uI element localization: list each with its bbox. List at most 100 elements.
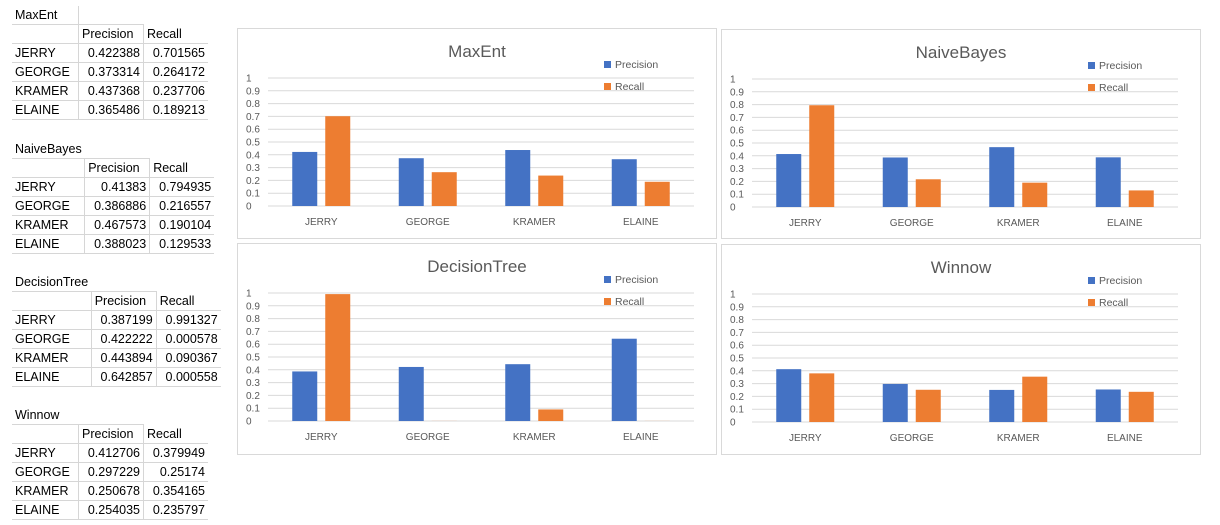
y-tick-label: 0.8	[246, 314, 260, 325]
precision-header: Precision	[78, 424, 144, 444]
x-category-label: GEORGE	[890, 218, 934, 229]
precision-header: Precision	[84, 158, 150, 178]
y-tick-label: 0.9	[730, 87, 744, 98]
bar-precision-elaine	[611, 338, 637, 421]
decisiontree-chart-svg: DecisionTree 0 0.1 0.2 0.3 0.40.5 0.6 0.7 0.8 0.9…	[246, 257, 694, 443]
table-row: GEORGE 0.422222 0.000578	[12, 329, 221, 349]
legend-label-recall: Recall	[615, 81, 644, 93]
table-row: GEORGE 0.297229 0.25174	[12, 462, 208, 482]
recall-header: Recall	[143, 24, 208, 44]
decisiontree-chart[interactable]: DecisionTree 0 0.1 0.2 0.3 0.4 0.5 0.6 0.7 0.8 0.9…	[237, 243, 717, 455]
table-row: GEORGE 0.386886 0.216557	[12, 196, 215, 216]
legend-label-precision: Precision	[1099, 275, 1142, 287]
y-tick-label: 0.8	[246, 99, 260, 110]
precision-header: Precision	[78, 24, 144, 44]
table-title: MaxEnt	[12, 6, 79, 25]
y-tick-label: 1	[246, 74, 252, 85]
table-row: JERRY 0.412706 0.379949	[12, 443, 208, 463]
table-title: Winnow	[12, 406, 79, 425]
decisiontree-table: DecisionTree Precision Recall JERRY 0.3871…	[12, 273, 221, 387]
bar-recall-kramer	[538, 175, 564, 206]
x-category-label: KRAMER	[513, 432, 556, 443]
y-tick-label: 0.1	[730, 190, 744, 201]
x-category-label: GEORGE	[890, 433, 934, 444]
x-category-label: JERRY	[789, 433, 822, 444]
y-tick-label: 0.6	[730, 126, 744, 137]
y-tick-label: 0.1	[246, 404, 260, 415]
table-title: DecisionTree	[12, 273, 92, 292]
table-row: JERRY 0.387199 0.991327	[12, 310, 221, 330]
table-row: KRAMER 0.250678 0.354165	[12, 481, 208, 501]
x-category-label: GEORGE	[406, 217, 450, 228]
bar-precision-george	[398, 366, 424, 421]
bar-precision-jerry	[292, 371, 318, 421]
bar-precision-elaine	[1095, 157, 1121, 207]
table-row: GEORGE 0.373314 0.264172	[12, 62, 208, 82]
bar-precision-kramer	[505, 364, 531, 421]
x-category-label: GEORGE	[406, 432, 450, 443]
bar-precision-jerry	[292, 151, 318, 206]
y-tick-label: 0.7	[730, 328, 744, 339]
y-tick-label: 0.3	[246, 378, 260, 389]
y-tick-label: 0.8	[730, 315, 744, 326]
y-tick-label: 0.7	[246, 327, 260, 338]
legend-swatch-precision	[1088, 62, 1095, 69]
bar-recall-elaine	[1128, 190, 1154, 207]
y-tick-label: 0.4	[730, 151, 744, 162]
bar-recall-jerry	[325, 116, 351, 206]
y-tick-label: 0	[730, 418, 736, 429]
bar-recall-kramer	[1022, 376, 1048, 422]
x-category-label: KRAMER	[997, 218, 1040, 229]
y-tick-label: 0.2	[246, 176, 260, 187]
legend-swatch-precision	[604, 61, 611, 68]
table-row: ELAINE 0.254035 0.235797	[12, 500, 208, 520]
y-tick-label: 0.9	[246, 86, 260, 97]
legend-swatch-precision	[1088, 277, 1095, 284]
chart-title: Winnow	[931, 258, 992, 277]
legend-label-recall: Recall	[615, 296, 644, 308]
y-tick-label: 0.3	[730, 379, 744, 390]
winnow-chart[interactable]: Winnow 0 0.1 0.2 0.3 0.4 0.5 0.6 0.7 0.8 0.9 1 JERRY…	[721, 244, 1201, 455]
bar-precision-elaine	[611, 159, 637, 206]
winnow-table: Winnow Precision Recall JERRY 0.412706 0.37…	[12, 406, 208, 520]
y-tick-label: 1	[246, 289, 252, 300]
naivebayes-chart[interactable]: NaiveBayes 0 0.1 0.2 0.3 0.4 0.5 0.6 0.7 0.8 0.9 1 J…	[721, 29, 1201, 239]
x-category-label: ELAINE	[623, 432, 659, 443]
y-tick-label: 0.5	[730, 139, 744, 150]
x-category-label: ELAINE	[1107, 433, 1143, 444]
bar-recall-george	[915, 179, 941, 207]
y-tick-label: 0	[246, 202, 252, 213]
legend-label-precision: Precision	[1099, 60, 1142, 72]
bar-recall-george	[915, 389, 941, 422]
bar-precision-elaine	[1095, 389, 1121, 422]
bar-recall-elaine	[1128, 391, 1154, 422]
recall-header: Recall	[143, 424, 208, 444]
naivebayes-table: NaiveBayes Precision Recall JERRY 0.41383 0…	[12, 140, 215, 254]
x-category-label: JERRY	[305, 217, 338, 228]
winnow-chart-svg: Winnow 0 0.1 0.2 0.3 0.40.5 0.6 0.7 0.8 0.91 JERRY…	[730, 258, 1178, 444]
y-tick-label: 0.6	[246, 125, 260, 136]
naivebayes-chart-svg: NaiveBayes 0 0.1 0.2 0.3 0.40.5 0.6 0.7 0.8 0.91 J…	[730, 43, 1178, 229]
table-row: JERRY 0.422388 0.701565	[12, 43, 208, 63]
legend-swatch-recall	[604, 83, 611, 90]
y-tick-label: 0.5	[246, 353, 260, 364]
y-tick-label: 0.4	[246, 150, 260, 161]
y-tick-label: 0.3	[730, 164, 744, 175]
bar-precision-george	[882, 157, 908, 207]
y-tick-label: 0.6	[246, 340, 260, 351]
maxent-chart[interactable]: MaxEnt 0 0.1 0.2 0.3 0.4 0.5 0.6 0.7 0.8 0.9 1 JERRY…	[237, 28, 717, 239]
table-row: KRAMER 0.437368 0.237706	[12, 81, 208, 101]
legend-swatch-recall	[604, 298, 611, 305]
x-category-label: JERRY	[789, 218, 822, 229]
bar-recall-george	[431, 172, 457, 206]
legend-label-recall: Recall	[1099, 82, 1128, 94]
table-row: KRAMER 0.443894 0.090367	[12, 348, 221, 368]
y-tick-label: 0.7	[246, 112, 260, 123]
y-tick-label: 0.4	[246, 365, 260, 376]
legend-label-precision: Precision	[615, 274, 658, 286]
y-tick-label: 0	[730, 203, 736, 214]
y-tick-label: 0.5	[246, 138, 260, 149]
bar-recall-elaine	[644, 181, 670, 206]
y-tick-label: 0.4	[730, 366, 744, 377]
y-tick-label: 0.9	[730, 302, 744, 313]
